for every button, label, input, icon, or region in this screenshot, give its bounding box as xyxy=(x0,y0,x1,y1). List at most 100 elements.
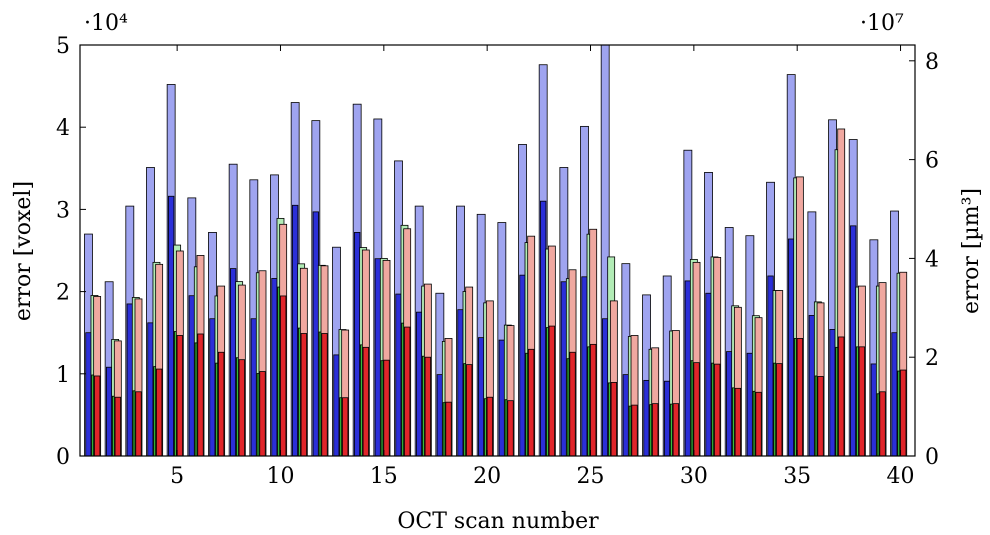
left-tick-label: 5 xyxy=(56,34,70,59)
bar-s2-scan-32 xyxy=(726,351,733,457)
bar-s2-scan-19 xyxy=(457,309,464,457)
bar-s2-scan-5 xyxy=(167,195,175,457)
bar-s2-scan-23 xyxy=(540,200,547,457)
right-tick-label: 0 xyxy=(925,445,939,470)
bar-s2-scan-33 xyxy=(746,352,754,457)
x-axis-label: OCT scan number xyxy=(397,509,599,534)
bar-s2-scan-14 xyxy=(354,232,361,457)
bar-s2-scan-12 xyxy=(312,211,319,457)
bar-s6-scan-30 xyxy=(693,362,700,457)
bar-s2-scan-16 xyxy=(395,293,402,457)
bar-s2-scan-27 xyxy=(622,374,629,457)
bar-s6-scan-20 xyxy=(486,396,494,457)
x-tick-label: 30 xyxy=(680,464,708,489)
right-tick-label: 4 xyxy=(925,247,939,272)
y-axis-label-left: error [voxel] xyxy=(11,181,36,321)
bar-s6-scan-3 xyxy=(135,391,142,457)
bar-s6-scan-13 xyxy=(342,397,349,457)
plot-frame xyxy=(79,44,916,457)
bar-s6-scan-28 xyxy=(652,403,659,457)
bar-s2-scan-29 xyxy=(664,380,671,457)
bar-s2-scan-18 xyxy=(436,374,443,457)
bar-s6-scan-6 xyxy=(197,333,204,457)
bar-s2-scan-20 xyxy=(478,337,485,457)
bar-s6-scan-39 xyxy=(879,391,886,457)
bar-s6-scan-36 xyxy=(817,376,824,457)
left-tick-label: 1 xyxy=(56,363,70,388)
bar-s2-scan-39 xyxy=(870,363,878,457)
bar-s6-scan-7 xyxy=(218,351,225,457)
bar-s6-scan-12 xyxy=(321,333,328,457)
bar-s2-scan-21 xyxy=(498,339,505,457)
left-tick-label: 0 xyxy=(56,445,70,470)
bar-s6-scan-11 xyxy=(300,333,307,457)
bar-s6-scan-34 xyxy=(776,363,783,457)
bar-s6-scan-40 xyxy=(900,369,907,457)
bars-layer xyxy=(84,44,908,457)
bar-s2-scan-2 xyxy=(105,366,113,457)
bar-s2-scan-30 xyxy=(684,280,692,457)
left-tick-label: 3 xyxy=(56,198,70,223)
bar-s2-scan-36 xyxy=(808,315,816,457)
bar-s6-scan-2 xyxy=(114,396,121,457)
bar-s6-scan-22 xyxy=(528,348,535,457)
x-tick-label: 25 xyxy=(577,464,605,489)
bar-s6-scan-26 xyxy=(610,381,618,457)
bar-s2-scan-9 xyxy=(250,318,257,457)
bar-s2-scan-26 xyxy=(602,318,609,457)
x-tick-label: 15 xyxy=(370,464,398,489)
bar-s2-scan-40 xyxy=(891,332,898,457)
bar-s6-scan-31 xyxy=(714,363,721,457)
bar-s2-scan-3 xyxy=(126,303,133,457)
bar-s2-scan-22 xyxy=(519,274,526,457)
bar-s2-scan-1 xyxy=(85,332,92,457)
left-tick-label: 2 xyxy=(56,281,70,306)
bar-s6-scan-17 xyxy=(424,356,432,457)
left-tick-label: 4 xyxy=(56,116,70,141)
bar-s6-scan-35 xyxy=(796,338,804,457)
bar-s2-scan-34 xyxy=(767,275,774,457)
bar-s2-scan-11 xyxy=(292,204,299,457)
bar-s2-scan-8 xyxy=(229,268,237,457)
bar-s2-scan-37 xyxy=(829,329,836,457)
bar-s6-scan-18 xyxy=(445,401,452,457)
right-tick-label: 8 xyxy=(925,50,939,75)
bar-s2-scan-10 xyxy=(271,278,278,457)
bar-s6-scan-32 xyxy=(734,387,742,457)
bar-s2-scan-25 xyxy=(581,276,588,457)
bar-s2-scan-13 xyxy=(333,354,340,457)
bar-s6-scan-16 xyxy=(404,326,411,457)
bar-s2-scan-35 xyxy=(788,238,795,457)
bar-s2-scan-31 xyxy=(705,292,712,457)
bar-s6-scan-8 xyxy=(238,359,245,457)
right-tick-label: 6 xyxy=(925,149,939,174)
x-tick-label: 40 xyxy=(887,464,915,489)
bar-s2-scan-38 xyxy=(850,225,857,457)
bar-s2-scan-6 xyxy=(188,295,195,457)
ticks-layer: 5 10 15 20 25 30 35 40 0 1 2 3 4 5 0 2 4 6 8 xyxy=(56,34,939,489)
bar-s6-scan-29 xyxy=(672,403,680,457)
bar-s2-scan-24 xyxy=(560,281,567,457)
bar-s6-scan-25 xyxy=(590,343,597,457)
bar-s2-scan-28 xyxy=(643,379,650,457)
bar-s6-scan-5 xyxy=(176,335,183,457)
bar-s6-scan-10 xyxy=(280,295,287,457)
bar-s6-scan-14 xyxy=(362,346,369,457)
bar-s6-scan-38 xyxy=(858,346,866,457)
bar-s6-scan-21 xyxy=(507,400,514,457)
bar-s6-scan-19 xyxy=(466,364,473,457)
bar-s6-scan-24 xyxy=(569,351,576,457)
x-tick-label: 5 xyxy=(170,464,184,489)
bar-s2-scan-7 xyxy=(209,318,216,457)
bar-s6-scan-37 xyxy=(838,336,845,457)
bar-s6-scan-27 xyxy=(631,404,638,457)
x-tick-label: 20 xyxy=(473,464,501,489)
y-axis-label-right: error [µm³] xyxy=(959,188,984,314)
bar-s6-scan-4 xyxy=(156,368,163,457)
right-tick-label: 2 xyxy=(925,346,939,371)
x-tick-label: 10 xyxy=(266,464,294,489)
right-axis-multiplier: ·10⁷ xyxy=(860,11,904,36)
bar-s6-scan-23 xyxy=(548,325,556,457)
